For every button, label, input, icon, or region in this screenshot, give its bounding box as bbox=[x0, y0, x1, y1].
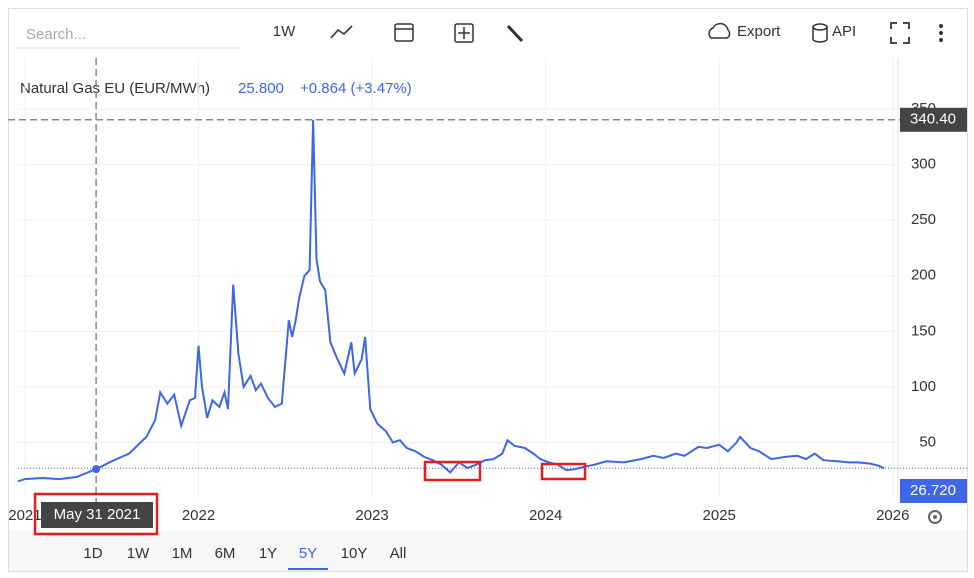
search-input[interactable]: Search... bbox=[26, 26, 86, 43]
settings-wrench-icon[interactable] bbox=[506, 24, 524, 43]
chart-type-icon[interactable] bbox=[330, 25, 353, 39]
price-line bbox=[17, 119, 885, 483]
range-button[interactable]: 6M bbox=[215, 545, 236, 562]
range-button[interactable]: 1D bbox=[83, 545, 102, 562]
last-price-tag bbox=[900, 479, 967, 503]
crosshair-x-tag bbox=[41, 502, 153, 528]
add-icon[interactable] bbox=[454, 23, 474, 43]
api-icon-body bbox=[812, 27, 828, 43]
crosshair-x-label: May 31 2021 bbox=[54, 506, 141, 523]
x-tick-label: 2023 bbox=[355, 507, 388, 524]
range-button[interactable]: All bbox=[390, 545, 407, 562]
x-tick-label: 2024 bbox=[529, 507, 562, 524]
y-tick-label: 50 bbox=[919, 433, 936, 450]
fullscreen-icon[interactable] bbox=[890, 22, 910, 44]
y-tick-label: 150 bbox=[911, 322, 936, 339]
range-button[interactable]: 1Y bbox=[259, 545, 277, 562]
y-tick-label: 250 bbox=[911, 211, 936, 228]
more-icon[interactable] bbox=[939, 24, 943, 42]
export-icon[interactable] bbox=[708, 22, 731, 39]
x-tick-label: 2021 bbox=[8, 507, 41, 524]
range-button[interactable]: 1W bbox=[127, 545, 150, 562]
range-button[interactable]: 10Y bbox=[341, 545, 368, 562]
x-tick-label: 2025 bbox=[703, 507, 736, 524]
api-button[interactable]: API bbox=[832, 23, 856, 40]
last-price: 25.800 bbox=[238, 80, 284, 97]
range-button[interactable]: 1M bbox=[172, 545, 193, 562]
highlight-box bbox=[33, 492, 159, 536]
crosshair-point bbox=[92, 465, 101, 474]
crosshair-y-label: 340.40 bbox=[910, 111, 956, 128]
price-change: +0.864 (+3.47%) bbox=[300, 80, 412, 97]
x-tick-label: 2026 bbox=[876, 507, 909, 524]
highlight-box bbox=[423, 460, 482, 482]
highlight-box bbox=[540, 462, 587, 481]
export-button[interactable]: Export bbox=[737, 23, 781, 40]
range-button[interactable]: 5Y bbox=[299, 545, 317, 562]
chart-title: Natural Gas EU (EUR/MWh) bbox=[20, 80, 210, 97]
range-bar bbox=[9, 531, 967, 571]
interval-button[interactable]: 1W bbox=[273, 23, 296, 40]
frame bbox=[8, 8, 968, 572]
y-tick-label: 300 bbox=[911, 156, 936, 173]
y-tick-label: 200 bbox=[911, 267, 936, 284]
crosshair-y-tag bbox=[900, 107, 967, 132]
last-price-label: 26.720 bbox=[910, 482, 956, 499]
gear-icon[interactable] bbox=[928, 510, 942, 524]
y-tick-label: 100 bbox=[911, 378, 936, 395]
calendar-icon[interactable] bbox=[394, 23, 414, 42]
x-tick-label: 2022 bbox=[182, 507, 215, 524]
